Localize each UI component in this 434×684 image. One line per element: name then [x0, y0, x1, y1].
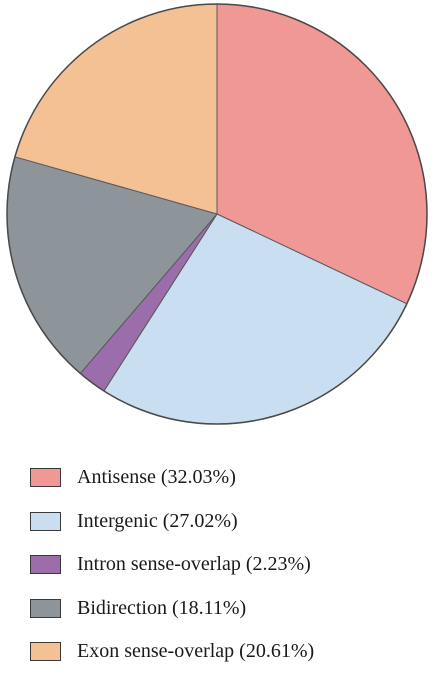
legend-label-exon-sense-overlap: Exon sense-overlap (20.61%)	[77, 640, 315, 662]
pie-outline	[6, 3, 428, 425]
legend-item-antisense: Antisense (32.03%)	[30, 466, 314, 489]
chart-legend: Antisense (32.03%) Intergenic (27.02%) I…	[30, 466, 314, 684]
legend-item-bidirection: Bidirection (18.11%)	[30, 597, 314, 620]
legend-swatch-antisense	[30, 468, 61, 487]
legend-swatch-bidirection	[30, 598, 61, 618]
legend-item-intergenic: Intergenic (27.02%)	[30, 510, 314, 533]
legend-item-exon-sense-overlap: Exon sense-overlap (20.61%)	[30, 640, 314, 663]
pie-chart	[6, 3, 428, 425]
legend-label-antisense: Antisense (32.03%)	[77, 466, 236, 488]
legend-item-intron-sense-overlap: Intron sense-overlap (2.23%)	[30, 553, 314, 576]
legend-swatch-intergenic	[30, 511, 61, 531]
legend-label-bidirection: Bidirection (18.11%)	[77, 596, 247, 619]
legend-swatch-exon-sense-overlap	[30, 642, 61, 661]
legend-label-intergenic: Intergenic (27.02%)	[77, 509, 238, 532]
legend-label-intron-sense-overlap: Intron sense-overlap (2.23%)	[77, 553, 311, 575]
legend-swatch-intron-sense-overlap	[30, 555, 61, 574]
